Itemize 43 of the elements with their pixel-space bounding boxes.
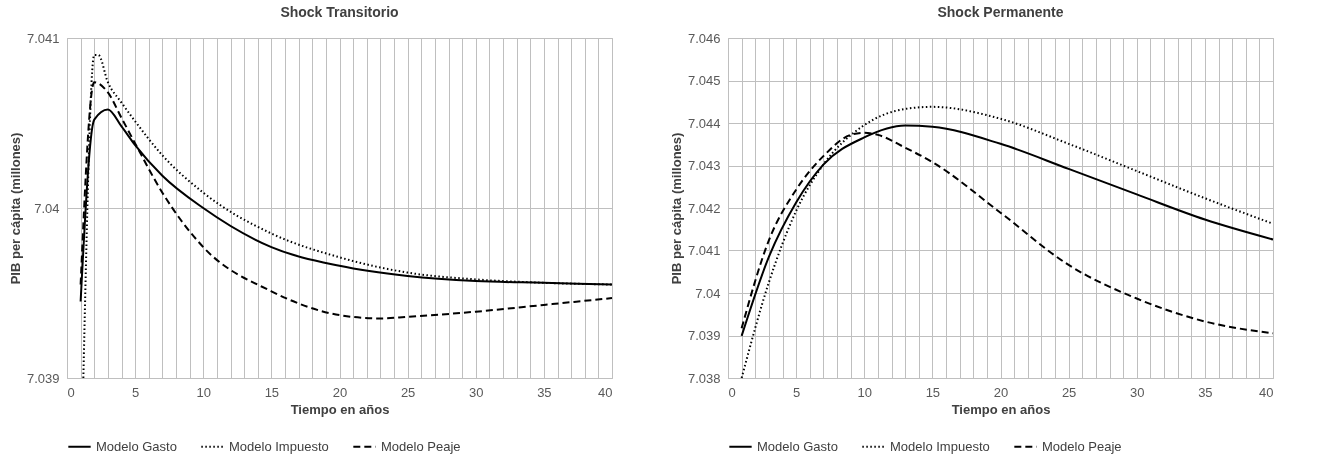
legend-label: Modelo Impuesto — [890, 438, 990, 454]
chart-title: Shock Permanente — [937, 4, 1064, 20]
y-tick-label: 7.04 — [695, 285, 721, 301]
x-tick-label: 25 — [1061, 384, 1077, 400]
legend-label: Modelo Peaje — [381, 438, 461, 454]
y-tick-label: 7.04 — [34, 200, 60, 216]
x-tick-label: 40 — [1259, 384, 1274, 400]
x-tick-label: 25 — [400, 384, 416, 400]
x-tick-label: 30 — [469, 384, 484, 400]
y-tick-label: 7.042 — [687, 200, 721, 216]
legend-label: Modelo Gasto — [96, 438, 177, 454]
x-tick-label: 0 — [67, 384, 75, 400]
y-tick-label: 7.041 — [687, 243, 721, 258]
y-axis-title: PIB per cápita (millones) — [668, 132, 684, 285]
x-tick-label: 15 — [264, 384, 280, 400]
y-tick-label: 7.043 — [687, 158, 721, 173]
x-tick-label: 10 — [857, 384, 872, 400]
x-tick-label: 20 — [993, 384, 1009, 400]
x-tick-label: 20 — [332, 384, 348, 400]
x-tick-label: 5 — [132, 384, 140, 400]
legend-label: Modelo Peaje — [1042, 438, 1122, 454]
y-tick-label: 7.038 — [687, 370, 721, 386]
y-axis-title: PIB per cápita (millones) — [7, 132, 23, 285]
y-tick-label: 7.039 — [26, 370, 60, 386]
x-tick-label: 40 — [598, 384, 613, 400]
x-tick-label: 30 — [1130, 384, 1145, 400]
y-tick-label: 7.041 — [26, 30, 60, 46]
x-axis-title: Tiempo en años — [951, 401, 1051, 417]
x-tick-label: 10 — [196, 384, 211, 400]
y-tick-label: 7.046 — [687, 30, 721, 46]
x-axis-title: Tiempo en años — [290, 401, 390, 417]
chart-title: Shock Transitorio — [280, 4, 399, 20]
line-series — [740, 105, 1274, 379]
y-tick-label: 7.045 — [687, 73, 721, 88]
legend-label: Modelo Gasto — [757, 438, 838, 454]
x-tick-label: 15 — [925, 384, 941, 400]
y-tick-label: 7.044 — [687, 115, 721, 131]
x-tick-label: 35 — [1198, 384, 1213, 400]
x-tick-label: 5 — [793, 384, 801, 400]
x-tick-label: 0 — [728, 384, 736, 400]
x-tick-label: 35 — [537, 384, 552, 400]
legend-label: Modelo Impuesto — [229, 438, 329, 454]
y-tick-label: 7.039 — [687, 328, 721, 343]
